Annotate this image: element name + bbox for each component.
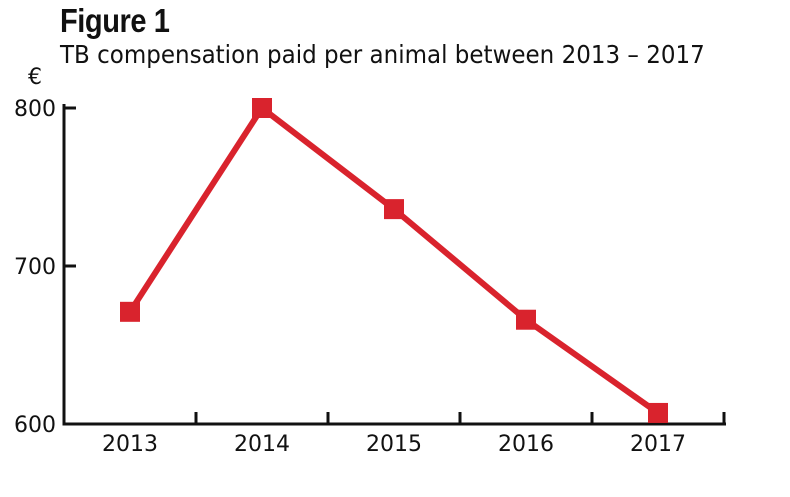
series-line — [127, 105, 660, 416]
y-tick-label: 600 — [14, 413, 56, 438]
data-point-marker — [516, 309, 536, 330]
x-tick-label: 2013 — [102, 432, 158, 457]
data-point-marker — [384, 199, 404, 220]
x-tick-label: 2017 — [630, 432, 686, 457]
x-tick-label: 2015 — [366, 432, 422, 457]
series-line-group — [120, 98, 668, 423]
y-tick-label: 700 — [14, 255, 56, 280]
x-tick-label: 2016 — [498, 432, 554, 457]
data-point-marker — [252, 98, 272, 118]
figure-label: Figure 1 — [60, 2, 170, 39]
x-axis-ticks: 2013 2014 2015 2016 2017 — [102, 412, 726, 457]
y-axis-unit-label: € — [28, 65, 42, 90]
y-tick-label: 800 — [14, 97, 56, 122]
x-tick-label: 2014 — [234, 432, 290, 457]
chart-axes: € — [28, 65, 726, 426]
data-point-marker — [648, 402, 668, 423]
y-axis-ticks: 600 700 800 — [14, 97, 76, 438]
data-point-marker — [120, 301, 140, 322]
chart-subtitle: TB compensation paid per animal between … — [60, 40, 705, 69]
